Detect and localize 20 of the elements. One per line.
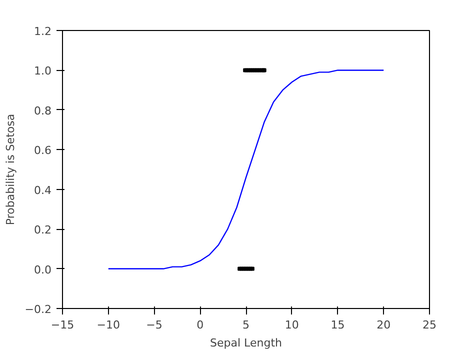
x-tick-label: −15 [50, 318, 74, 332]
y-tick-label: 0.4 [34, 184, 52, 197]
y-tick-label: 1.0 [34, 64, 52, 78]
x-tick-label: 0 [196, 318, 204, 332]
x-axis-title: Sepal Length [210, 336, 282, 350]
x-tick-label: 20 [376, 318, 391, 332]
y-tick-label: 0.6 [34, 144, 52, 158]
x-tick-label: −10 [96, 318, 120, 332]
x-tick-label: −5 [146, 318, 162, 332]
line-series [108, 70, 384, 270]
x-tick-label: 25 [422, 318, 436, 332]
y-tick-label: 1.2 [34, 25, 52, 38]
y-tick-label: 0.2 [34, 224, 52, 237]
x-tick-label: 10 [284, 318, 299, 332]
x-tick-label: 5 [242, 318, 250, 332]
y-tick-label: −0.2 [24, 303, 52, 316]
x-tick-label: 15 [330, 318, 345, 332]
y-tick-label: 0.8 [34, 104, 52, 118]
y-tick-label: 0.0 [34, 263, 52, 276]
y-axis-title: Probability is Setosa [4, 114, 17, 226]
